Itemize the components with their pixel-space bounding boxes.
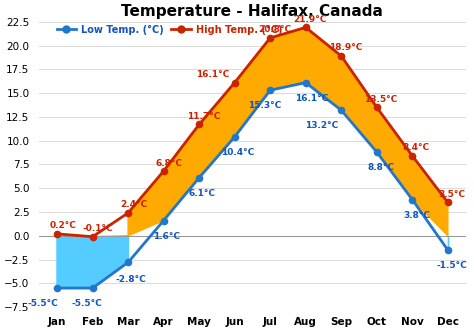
Text: 15.3°C: 15.3°C — [248, 101, 281, 110]
Text: 3.8°C: 3.8°C — [403, 211, 430, 220]
Text: 13.2°C: 13.2°C — [305, 121, 338, 130]
Text: 2.4°C: 2.4°C — [120, 200, 147, 210]
Text: -0.1°C: -0.1°C — [83, 224, 113, 233]
Text: 20.8°C: 20.8°C — [258, 25, 291, 34]
Text: 18.9°C: 18.9°C — [329, 43, 362, 52]
Low Temp. (°C) — [54, 286, 60, 290]
Title: Temperature - Halifax, Canada: Temperature - Halifax, Canada — [121, 4, 383, 19]
High Temp. (°C) — [54, 232, 60, 236]
Low Temp. (°C) — [410, 198, 415, 202]
Text: 1.6°C: 1.6°C — [153, 232, 180, 241]
Low Temp. (°C) — [338, 108, 344, 112]
Low Temp. (°C) — [90, 286, 95, 290]
Text: -1.5°C: -1.5°C — [437, 261, 467, 270]
Text: 8.8°C: 8.8°C — [367, 163, 394, 172]
Text: 10.4°C: 10.4°C — [221, 148, 254, 157]
High Temp. (°C) — [410, 154, 415, 158]
Low Temp. (°C) — [161, 218, 166, 222]
Text: 11.7°C: 11.7°C — [187, 112, 220, 121]
High Temp. (°C) — [196, 122, 202, 126]
Text: 13.5°C: 13.5°C — [365, 95, 398, 104]
Text: -2.8°C: -2.8°C — [116, 275, 146, 284]
Text: 6.8°C: 6.8°C — [155, 159, 182, 167]
High Temp. (°C) — [232, 81, 237, 85]
Text: 16.1°C: 16.1°C — [295, 94, 328, 103]
Low Temp. (°C) — [232, 135, 237, 139]
High Temp. (°C) — [267, 36, 273, 40]
Low Temp. (°C) — [125, 260, 131, 264]
Legend: Low Temp. (°C), High Temp. (°C): Low Temp. (°C), High Temp. (°C) — [53, 21, 286, 39]
High Temp. (°C) — [303, 25, 309, 29]
Low Temp. (°C) — [196, 176, 202, 180]
Low Temp. (°C) — [374, 150, 380, 154]
Text: -5.5°C: -5.5°C — [28, 299, 58, 308]
High Temp. (°C) — [125, 211, 131, 215]
Line: Low Temp. (°C): Low Temp. (°C) — [54, 79, 451, 291]
High Temp. (°C) — [161, 169, 166, 173]
Low Temp. (°C) — [267, 88, 273, 92]
Line: High Temp. (°C): High Temp. (°C) — [54, 24, 451, 240]
Text: 3.5°C: 3.5°C — [438, 190, 465, 199]
Text: 6.1°C: 6.1°C — [189, 189, 215, 198]
Text: -5.5°C: -5.5°C — [72, 299, 102, 308]
Text: 0.2°C: 0.2°C — [49, 221, 76, 230]
High Temp. (°C) — [338, 54, 344, 58]
Low Temp. (°C) — [445, 248, 451, 252]
Text: 16.1°C: 16.1°C — [196, 70, 229, 79]
Text: 8.4°C: 8.4°C — [403, 143, 430, 152]
Low Temp. (°C) — [303, 81, 309, 85]
High Temp. (°C) — [90, 235, 95, 239]
Text: 21.9°C: 21.9°C — [293, 15, 327, 24]
High Temp. (°C) — [445, 201, 451, 205]
High Temp. (°C) — [374, 105, 380, 109]
